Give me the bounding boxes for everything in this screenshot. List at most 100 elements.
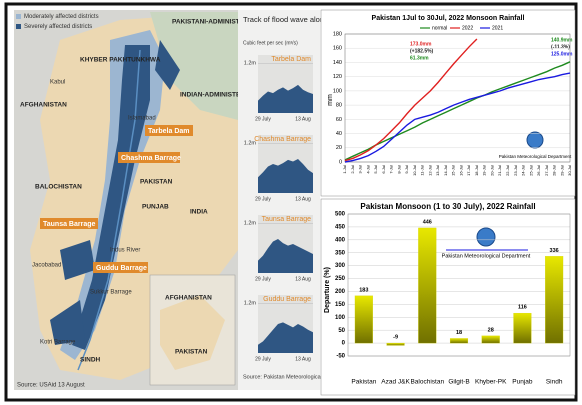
barrage-tag [93,262,148,273]
plot-frame [344,33,571,163]
barrage-label: Taunsa Barrage [43,221,95,228]
map-label: Islamabad [128,116,156,122]
plot-frame [347,213,571,357]
legend-text: normal [432,25,447,31]
chart-background [320,9,576,197]
x-tick-label: 13 Aug [295,196,311,202]
line-chart: Pakistan 1Jul to 30Jul, 2022 Monsoon Rai… [320,9,576,197]
x-tick-label: Khyber-PK [475,379,507,386]
severe-area [72,45,150,350]
x-tick-label: Punjab [512,379,533,386]
barrage-label: Chashma Barrage [121,155,181,162]
x-tick-label: 22-Jul [505,165,510,176]
x-tick-label: 1-Jul [342,165,347,174]
value-label: -9 [393,335,398,341]
y-tick-label: 50 [338,328,345,334]
pmd-logo [526,131,544,149]
x-tick-label: 8-Jul [396,165,401,174]
bar [449,338,469,344]
panel-title: Chashma Barrage [254,136,311,143]
y-tick-label: 250 [335,276,346,282]
barrage-tag [145,125,193,136]
x-tick-label: 29 July [255,116,271,122]
map-label: PAKISTAN [140,179,173,186]
value-label: 183 [359,287,368,293]
map-label: AFGHANISTAN [20,102,67,109]
map-label: Kabul [50,80,65,86]
series-line [344,38,478,162]
bar [386,342,405,346]
y-tick-label: 400 [335,237,346,243]
annotation: (-11.3%) [551,44,570,50]
flood-title: Track of flood wave along Indus River [243,15,369,24]
x-tick-label: 24-Jul [521,165,526,176]
y-tick-label: 20 [336,145,342,151]
map-label: PAKISTANI-ADMINISTERED KASHMIR [172,19,290,26]
annotation: 125.0mm [551,51,573,57]
y-tick-label: 1.2m [244,61,257,67]
panel-title: Guddu Barrage [263,296,311,303]
x-tick-label: 2-Jul [350,165,355,174]
y-axis-label: Departure (%) [324,267,331,313]
y-tick-label: -50 [336,354,345,360]
flood-source: Source: Pakistan Meteorological Departme… [243,374,353,380]
flood-unit: Cubic feet per sec (m³/s) [243,40,298,46]
x-tick-label: 7-Jul [389,165,394,174]
x-tick-label: 29 July [255,356,271,362]
series-line [344,72,571,163]
y-axis-label: mm [327,94,334,106]
y-tick-label: 40 [336,131,342,137]
y-tick-label: 120 [333,74,342,80]
severe-area [50,40,180,345]
map-label: AFGHANISTAN [165,295,212,302]
bar [354,295,373,344]
pmd-logo [476,227,496,247]
x-tick-label: 28-Jul [552,165,557,176]
y-tick-label: 450 [335,224,346,230]
legend-swatch [16,14,21,19]
map-source: Source: USAid 13 August [17,383,85,389]
x-tick-label: 29 July [255,276,271,282]
legend-text: Severely affected districts [24,24,92,30]
panel-title: Taunsa Barrage [262,216,312,223]
x-tick-label: 5-Jul [373,165,378,174]
annotation: 140.9mm [551,37,573,43]
y-tick-label: 80 [336,103,342,109]
y-tick-label: 100 [333,88,342,94]
bar [545,256,564,344]
x-tick-label: 27-Jul [544,165,549,176]
value-label: 446 [423,219,432,225]
bar [418,227,437,344]
map-label: BALOCHISTAN [35,184,82,191]
map-label: KHYBER PAKHTUNKHWA [80,57,161,64]
map-label: Sukkur Barrage [90,290,132,296]
x-tick-label: 13-Jul [435,165,440,176]
y-tick-label: 300 [335,263,346,269]
x-tick-label: 26-Jul [536,165,541,176]
y-tick-label: 150 [335,302,346,308]
bar [481,335,500,344]
legend-text: 2022 [462,25,473,31]
x-tick-label: 6-Jul [381,165,386,174]
x-tick-label: 13 Aug [295,276,311,282]
map-label: INDIAN-ADMINISTERED KASHMIR [180,92,286,99]
bar-chart: Pakistan Monsoon (1 to 30 July), 2022 Ra… [320,198,576,396]
x-tick-label: 17-Jul [466,165,471,176]
x-tick-label: 11-Jul [420,165,425,176]
map-label: Jacobabad [32,263,61,269]
x-tick-label: 3-Jul [358,165,363,174]
annotation: Pakistan Meteorological Department [499,154,572,159]
x-tick-label: 13 Aug [295,116,311,122]
y-tick-label: 140 [333,60,342,66]
annotation: 173.0mm [410,41,432,47]
y-tick-label: 0 [339,159,342,165]
x-tick-label: 13 Aug [295,356,311,362]
map-label: Indus River [110,248,140,254]
y-tick-label: 0 [342,341,346,347]
inset-pakistan [160,295,225,370]
value-label: 28 [488,327,494,333]
value-label: 18 [456,330,462,336]
x-tick-label: 20-Jul [489,165,494,176]
y-tick-label: 200 [335,289,346,295]
flood-area [258,322,313,353]
